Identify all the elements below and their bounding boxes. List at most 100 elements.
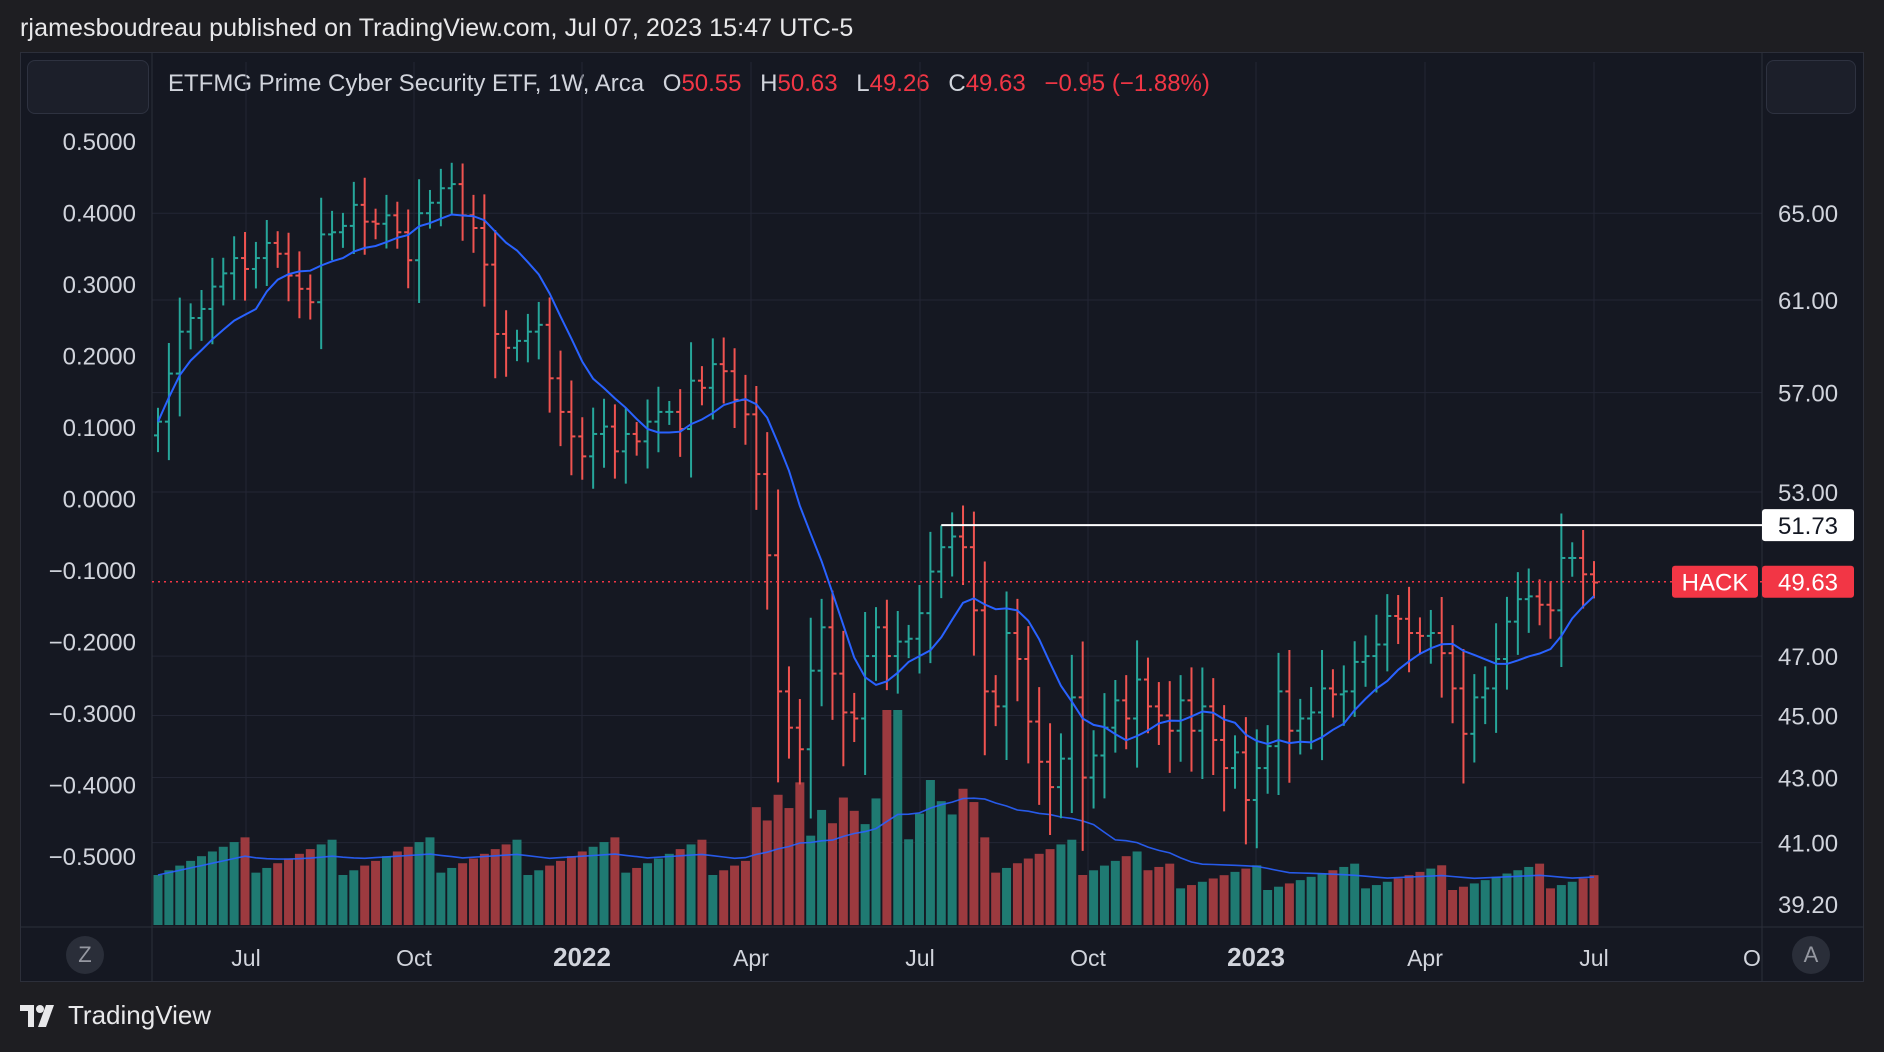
low-label: L xyxy=(856,70,870,97)
volume-bar xyxy=(1121,856,1131,925)
close-value: 49.63 xyxy=(965,70,1026,97)
volume-bar xyxy=(229,842,239,925)
open-label: O xyxy=(662,70,682,97)
volume-bar xyxy=(1045,849,1055,925)
volume-bar xyxy=(610,837,620,925)
volume-bar xyxy=(969,802,979,925)
high-value: 50.63 xyxy=(777,70,838,97)
volume-bar xyxy=(1502,873,1512,925)
price-change: −0.95 (−1.88%) xyxy=(1044,70,1210,97)
volume-bar xyxy=(1067,839,1077,925)
zoom-button[interactable]: Z xyxy=(66,936,104,974)
top-left-toolbar[interactable] xyxy=(27,60,149,114)
volume-bar xyxy=(1524,866,1534,925)
footer: TradingView xyxy=(20,1000,211,1031)
publish-info: rjamesboudreau published on TradingView.… xyxy=(20,14,854,42)
volume-bar xyxy=(414,842,424,925)
volume-bar xyxy=(1078,875,1088,925)
volume-bar xyxy=(545,865,555,925)
volume-bar xyxy=(1295,880,1305,925)
volume-bar xyxy=(1469,883,1479,925)
volume-bar xyxy=(762,820,772,925)
volume-bar xyxy=(740,860,750,925)
volume-bar xyxy=(403,846,413,925)
left-tick-label: 0.5000 xyxy=(63,129,136,156)
volume-bar xyxy=(1197,881,1207,925)
right-tick-label: 57.00 xyxy=(1778,381,1838,408)
volume-bar xyxy=(632,867,642,925)
auto-scale-button[interactable]: A xyxy=(1792,936,1830,974)
right-tick-label: 47.00 xyxy=(1778,644,1838,671)
left-tick-label: −0.2000 xyxy=(49,630,136,657)
volume-bar xyxy=(175,865,185,925)
volume-bar xyxy=(664,853,674,925)
volume-bar xyxy=(675,849,685,925)
volume-bar xyxy=(1208,878,1218,925)
volume-bar xyxy=(1491,876,1501,925)
volume-bar xyxy=(1023,858,1033,925)
last-price-label: 49.63 xyxy=(1778,570,1838,597)
volume-bar xyxy=(991,872,1001,925)
volume-bar xyxy=(468,858,478,925)
left-tick-label: −0.3000 xyxy=(49,701,136,728)
volume-bar xyxy=(305,849,315,925)
volume-bar xyxy=(925,780,935,925)
volume-bar xyxy=(1034,853,1044,925)
volume-bar xyxy=(316,844,326,925)
volume-bar xyxy=(251,872,261,925)
volume-bar xyxy=(1132,851,1142,925)
volume-bar xyxy=(1186,885,1196,925)
volume-bar xyxy=(512,839,522,925)
volume-bar xyxy=(186,860,196,925)
volume-bar xyxy=(784,808,794,925)
volume-bar xyxy=(773,794,783,925)
volume-bar xyxy=(490,849,500,925)
volume-bar xyxy=(523,875,533,925)
volume-bar xyxy=(262,867,272,925)
volume-bar xyxy=(1002,867,1012,925)
left-tick-label: 0.4000 xyxy=(63,201,136,228)
volume-bar xyxy=(1317,873,1327,925)
ohlc-bars xyxy=(154,162,1598,851)
volume-bar xyxy=(534,870,544,925)
volume-bar xyxy=(1263,890,1273,925)
volume-bar xyxy=(371,860,381,925)
volume-bar xyxy=(915,813,925,925)
volume-bar xyxy=(1393,878,1403,925)
volume-bar xyxy=(1056,844,1066,925)
volume-bar xyxy=(479,853,489,925)
volume-bar xyxy=(947,814,957,925)
ma-line xyxy=(157,213,1595,746)
volume-bar xyxy=(936,801,946,925)
tradingview-logo-icon xyxy=(20,1004,54,1027)
volume-bar xyxy=(827,823,837,925)
volume-bar xyxy=(882,710,892,925)
volume-bar xyxy=(1545,888,1555,925)
volume-bar xyxy=(1328,870,1338,925)
right-axis: 65.00 61.00 57.00 53.00 47.00 45.00 43.00 41.00… xyxy=(1778,201,1838,919)
volume-bar xyxy=(1448,890,1458,925)
volume-bar xyxy=(164,870,174,925)
volume-bar xyxy=(1306,876,1316,925)
volume-bar xyxy=(1143,870,1153,925)
volume-bar xyxy=(1371,885,1381,925)
x-tick-label: O xyxy=(1743,945,1761,971)
volume-bar xyxy=(1339,866,1349,925)
top-right-toolbar[interactable] xyxy=(1766,60,1856,114)
volume-bar xyxy=(1382,881,1392,925)
volume-bar xyxy=(1219,875,1229,925)
right-tick-label: 45.00 xyxy=(1778,703,1838,730)
x-tick-label: Oct xyxy=(396,945,432,971)
x-tick-label: Apr xyxy=(1407,945,1443,971)
volume-bar xyxy=(1404,875,1414,925)
volume-bar xyxy=(1012,863,1022,925)
volume-bar xyxy=(1589,875,1599,925)
right-tick-label: 65.00 xyxy=(1778,201,1838,228)
volume-bar xyxy=(1567,881,1577,925)
x-axis: Jul Oct 2022 Apr Jul Oct 2023 Apr Jul O xyxy=(231,942,1761,972)
volume-bar xyxy=(795,782,805,925)
overlays: 51.73 HACK 49.63 xyxy=(152,509,1854,598)
volume-bar xyxy=(838,797,848,925)
left-tick-label: 0.2000 xyxy=(63,344,136,371)
